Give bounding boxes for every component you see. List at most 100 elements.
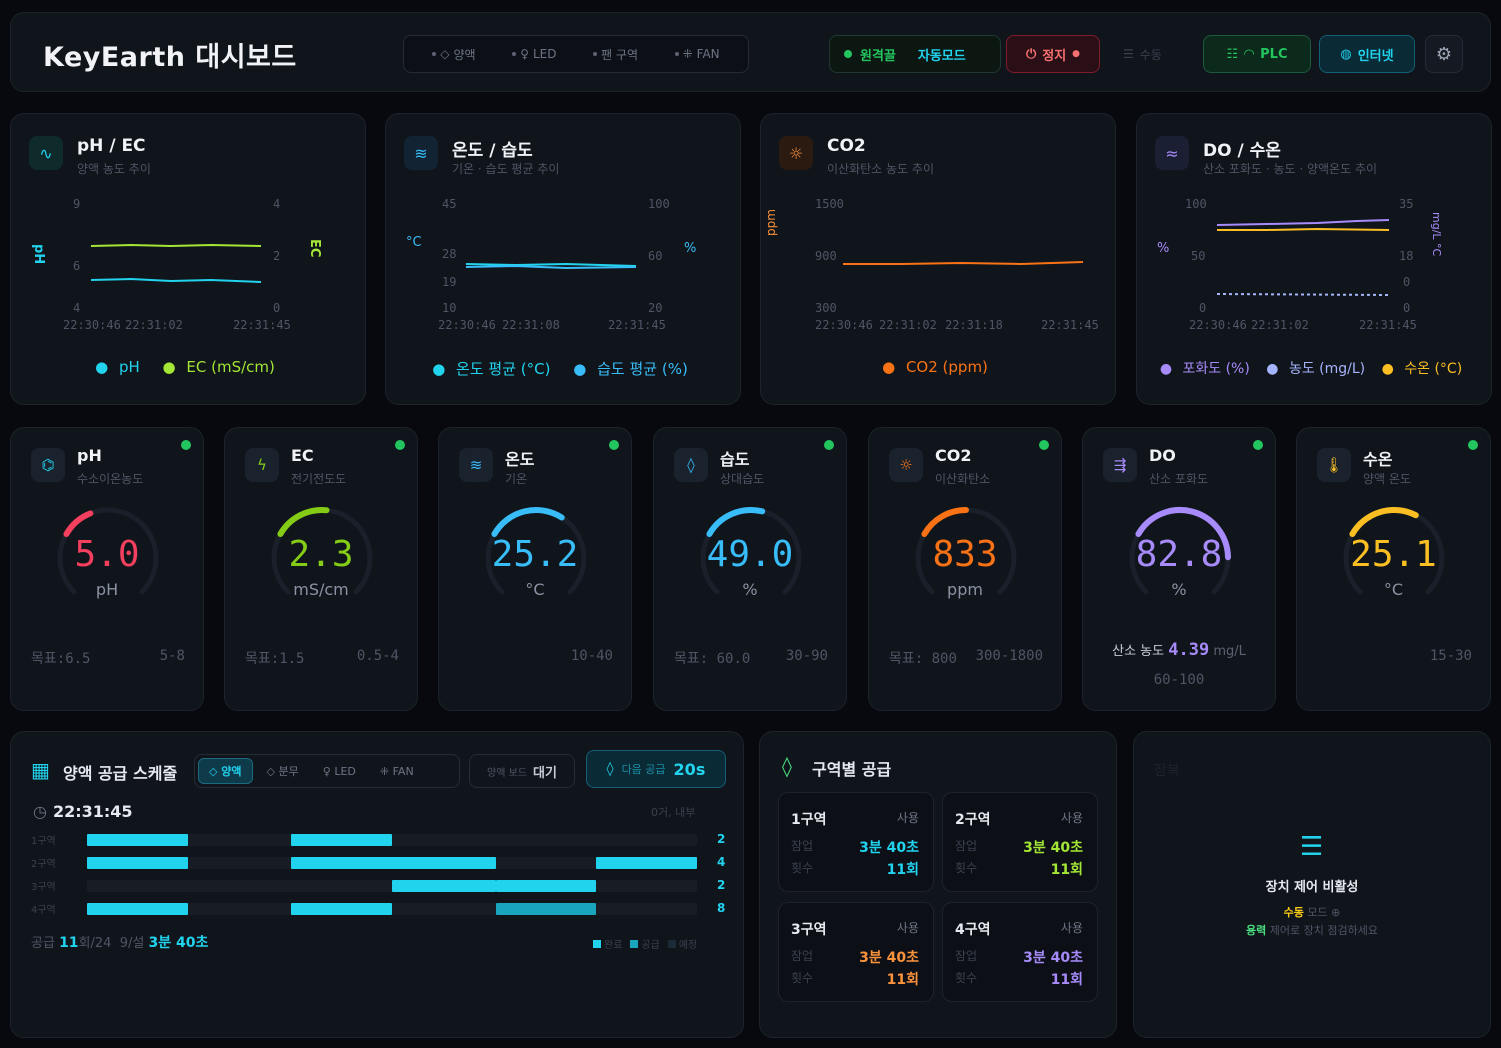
gauge-card-temperature: ≋ 온도 기온 25.2 °C 10-40	[438, 427, 632, 711]
legend-planned: 예정	[667, 936, 697, 951]
series-line-saturation	[1216, 219, 1390, 226]
mode-fan-zone[interactable]: 팬 구역	[593, 46, 638, 63]
gauge-footer: 목표:6.5 5-8	[31, 648, 185, 668]
tab-fan[interactable]: ⁜ FAN	[379, 764, 414, 778]
zone-count-row: 횟수 11회	[955, 969, 1083, 989]
power-icon: ⏻	[1025, 46, 1037, 62]
gauge-unit: mS/cm	[293, 580, 349, 599]
reset-link[interactable]: 0거, 내부	[651, 806, 696, 819]
tick-right: 60	[648, 249, 662, 263]
tab-mist[interactable]: ◇ 분무	[266, 764, 299, 779]
mode-led[interactable]: ♀ LED	[512, 47, 557, 61]
chart-legend: ● 포화도 (%) ● 농도 (mg/L) ● 수온 (°C)	[1137, 358, 1491, 378]
gauge-target: 목표:1.5	[245, 651, 305, 667]
gauge-fill	[63, 510, 94, 537]
schedule-track	[87, 903, 697, 915]
tick-x: 22:31:02	[879, 318, 937, 332]
tick-left: 6	[73, 259, 80, 273]
tick-right: 0	[273, 301, 280, 315]
schedule-row-label: 1구역	[31, 836, 56, 847]
gauge-arc	[1343, 507, 1445, 595]
gauge-footer: 목표: 60.0 30-90	[674, 648, 828, 668]
zone-name: 1구역	[791, 812, 827, 828]
internet-button[interactable]: ◍ 인터넷	[1319, 35, 1415, 73]
chart-subtitle: 기온 · 습도 평균 추이	[452, 162, 560, 176]
legend-co2: ● CO2 (ppm)	[882, 358, 988, 376]
gauge-card-do: ⇶ DO 산소 포화도 82.8 % 산소 농도 4.39 mg/L 60-10…	[1082, 427, 1276, 711]
gauge-subtitle: 이산화탄소	[935, 472, 991, 486]
gauge-footer: 15-30	[1317, 648, 1472, 664]
tick-x: 22:31:02	[125, 318, 183, 332]
schedule-row-count: 4	[717, 855, 726, 869]
gauge-range: 30-90	[785, 648, 828, 664]
pulse-icon: ∿	[29, 136, 63, 170]
legend-temperature: ● 온도 평균 (°C)	[432, 360, 551, 378]
zone-count: 11회	[886, 972, 919, 988]
zone-card[interactable]: 3구역 사용 잠업 3분 40초 횟수 11회	[778, 902, 934, 1002]
gauge-card-ec: ϟ EC 전기전도도 2.3 mS/cm 목표:1.5 0.5-4	[224, 427, 418, 711]
fan-icon: ⁜	[682, 47, 693, 61]
wind-icon: ≋	[459, 448, 493, 482]
series-line-ec	[90, 243, 262, 248]
connection-status-pill[interactable]: 원격끌 자동모드	[829, 35, 1001, 73]
zone-name: 4구역	[955, 922, 991, 938]
tab-led[interactable]: ♀ LED	[322, 764, 356, 778]
gauge-range: 10-40	[570, 648, 613, 664]
server-icon: ☷	[1226, 46, 1239, 62]
plc-button[interactable]: ☷ ◠ PLC	[1203, 35, 1311, 73]
zone-count-row: 횟수 11회	[955, 859, 1083, 879]
tick-x: 22:31:02	[1251, 318, 1309, 332]
schedule-track	[87, 880, 697, 892]
thermometer-icon: 🌡	[1317, 448, 1351, 482]
zone-duration: 3분 40초	[1023, 950, 1083, 966]
zone-status: 사용	[1060, 921, 1083, 935]
series-line-humidity	[465, 264, 637, 270]
zone-duration-row: 잠업 3분 40초	[955, 837, 1083, 857]
zone-duration-label: 잠업	[791, 839, 814, 853]
online-dot	[395, 440, 405, 450]
chart-title: CO2	[827, 136, 866, 156]
droplet-icon: ◊	[606, 761, 614, 777]
gauge-fill	[277, 507, 330, 537]
legend-water-temp: ● 수온 (°C)	[1381, 361, 1463, 377]
manual-menu[interactable]: ☰ 수동	[1123, 47, 1162, 62]
series-line-ph	[90, 277, 262, 283]
gauge-range: 60-100	[1153, 672, 1205, 688]
zone-count-label: 횟수	[955, 971, 978, 985]
zone-card[interactable]: 1구역 사용 잠업 3분 40초 횟수 11회	[778, 792, 934, 892]
gauge-arc	[271, 507, 373, 595]
calendar-icon: ▦	[31, 758, 50, 782]
tick-right: 20	[648, 301, 662, 315]
gauge-title: CO2	[935, 446, 972, 465]
tab-nutrient[interactable]: ◇ 양액	[198, 758, 253, 784]
y-axis-right-label: mg/L °C	[1430, 212, 1443, 257]
stop-button[interactable]: ⏻ 정지 ●	[1006, 35, 1100, 73]
zone-count-label: 횟수	[791, 861, 814, 875]
temp-humidity-chart: °C % 45 28 19 10 100 60 20 22:30:46 22:3…	[406, 197, 696, 332]
zone-name: 3구역	[791, 922, 827, 938]
schedule-row: 3구역 2	[31, 878, 731, 893]
mode-fan[interactable]: ⁜ FAN	[674, 47, 720, 61]
settings-button[interactable]: ⚙	[1425, 35, 1463, 73]
y-axis-left-label: ppm	[764, 209, 778, 236]
y-axis-right-label: %	[684, 241, 696, 256]
oxygen-icon: ⇶	[1103, 448, 1137, 482]
zone-card[interactable]: 4구역 사용 잠업 3분 40초 횟수 11회	[942, 902, 1098, 1002]
status-dot	[674, 52, 679, 56]
mode-toggle-group: ◇ 양액 ♀ LED 팬 구역 ⁜ FAN	[403, 35, 749, 73]
gauge-range: 0.5-4	[356, 648, 399, 664]
zone-card[interactable]: 2구역 사용 잠업 3분 40초 횟수 11회	[942, 792, 1098, 892]
zone-duration-row: 잠업 3분 40초	[791, 837, 919, 857]
tick-left: 45	[442, 197, 456, 211]
zones-title: 구역별 공급	[812, 760, 892, 779]
online-dot	[824, 440, 834, 450]
mode-nutrient[interactable]: ◇ 양액	[432, 46, 476, 63]
legend-ec: ● EC (mS/cm)	[162, 358, 275, 376]
schedule-row-label: 3구역	[31, 882, 56, 893]
gauge-arc	[1129, 507, 1231, 595]
series-line-concentration	[1216, 293, 1390, 296]
status-connected-label: 원격끌	[860, 48, 896, 64]
globe-icon: ◍	[1340, 46, 1352, 62]
zone-name: 2구역	[955, 812, 991, 828]
schedule-tabs: ◇ 양액 ◇ 분무 ♀ LED ⁜ FAN	[194, 754, 460, 788]
